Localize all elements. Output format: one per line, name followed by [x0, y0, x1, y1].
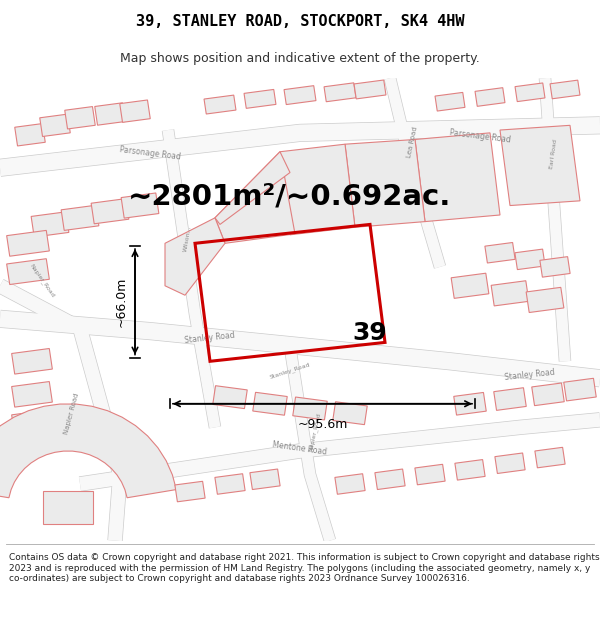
- Polygon shape: [120, 100, 150, 122]
- Text: ~95.6m: ~95.6m: [298, 418, 347, 431]
- Polygon shape: [335, 474, 365, 494]
- Polygon shape: [43, 491, 93, 524]
- Polygon shape: [284, 86, 316, 104]
- Text: Wilson...: Wilson...: [183, 225, 193, 252]
- Text: Contains OS data © Crown copyright and database right 2021. This information is : Contains OS data © Crown copyright and d…: [9, 553, 599, 583]
- Polygon shape: [7, 231, 49, 256]
- Polygon shape: [11, 381, 52, 407]
- Polygon shape: [415, 464, 445, 485]
- Polygon shape: [515, 249, 545, 269]
- Polygon shape: [95, 102, 125, 125]
- Text: Parsonage Road: Parsonage Road: [449, 128, 511, 145]
- Polygon shape: [40, 114, 70, 136]
- Polygon shape: [415, 133, 500, 222]
- Polygon shape: [333, 402, 367, 424]
- Polygon shape: [454, 392, 486, 415]
- Polygon shape: [11, 349, 52, 374]
- Text: Napier Road: Napier Road: [64, 392, 80, 434]
- Polygon shape: [354, 80, 386, 99]
- Text: ~2801m²/~0.692ac.: ~2801m²/~0.692ac.: [128, 182, 452, 210]
- Text: 39: 39: [353, 321, 388, 345]
- Polygon shape: [7, 259, 49, 284]
- Polygon shape: [451, 273, 489, 298]
- Polygon shape: [215, 474, 245, 494]
- Polygon shape: [213, 386, 247, 409]
- Text: Stanley_Road: Stanley_Road: [269, 361, 311, 380]
- Text: Map shows position and indicative extent of the property.: Map shows position and indicative extent…: [120, 52, 480, 65]
- Polygon shape: [455, 459, 485, 480]
- Polygon shape: [11, 410, 52, 436]
- Polygon shape: [165, 218, 225, 295]
- Polygon shape: [324, 83, 356, 102]
- Text: Stanley Road: Stanley Road: [505, 368, 556, 382]
- Text: Mentone Road: Mentone Road: [272, 440, 328, 456]
- Polygon shape: [475, 88, 505, 106]
- Polygon shape: [500, 126, 580, 206]
- Text: ~66.0m: ~66.0m: [115, 277, 128, 327]
- Text: Lea Road: Lea Road: [406, 126, 418, 159]
- Polygon shape: [121, 193, 159, 218]
- Polygon shape: [345, 139, 425, 228]
- Text: 39, STANLEY ROAD, STOCKPORT, SK4 4HW: 39, STANLEY ROAD, STOCKPORT, SK4 4HW: [136, 14, 464, 29]
- Polygon shape: [485, 242, 515, 263]
- Polygon shape: [526, 288, 564, 312]
- Polygon shape: [491, 281, 529, 306]
- Polygon shape: [435, 92, 465, 111]
- Polygon shape: [550, 80, 580, 99]
- Polygon shape: [215, 152, 290, 224]
- Polygon shape: [564, 378, 596, 401]
- Polygon shape: [215, 152, 295, 243]
- Polygon shape: [532, 383, 564, 406]
- Polygon shape: [293, 397, 327, 420]
- Polygon shape: [495, 453, 525, 474]
- Text: Napier_Road: Napier_Road: [28, 263, 56, 299]
- Polygon shape: [494, 388, 526, 411]
- Polygon shape: [0, 404, 176, 498]
- Polygon shape: [15, 124, 45, 146]
- Polygon shape: [253, 392, 287, 415]
- Text: Parsonage Road: Parsonage Road: [119, 146, 181, 162]
- Polygon shape: [515, 83, 545, 102]
- Polygon shape: [61, 205, 99, 231]
- Polygon shape: [280, 144, 355, 235]
- Polygon shape: [31, 212, 69, 237]
- Polygon shape: [65, 107, 95, 129]
- Text: Napier_Road: Napier_Road: [308, 412, 322, 452]
- Polygon shape: [540, 257, 570, 277]
- Polygon shape: [375, 469, 405, 489]
- Polygon shape: [204, 95, 236, 114]
- Polygon shape: [535, 448, 565, 468]
- Text: Earl Road: Earl Road: [550, 139, 559, 169]
- Polygon shape: [244, 89, 276, 108]
- Polygon shape: [175, 481, 205, 502]
- Polygon shape: [91, 199, 129, 224]
- Polygon shape: [250, 469, 280, 489]
- Text: Stanley Road: Stanley Road: [184, 331, 236, 345]
